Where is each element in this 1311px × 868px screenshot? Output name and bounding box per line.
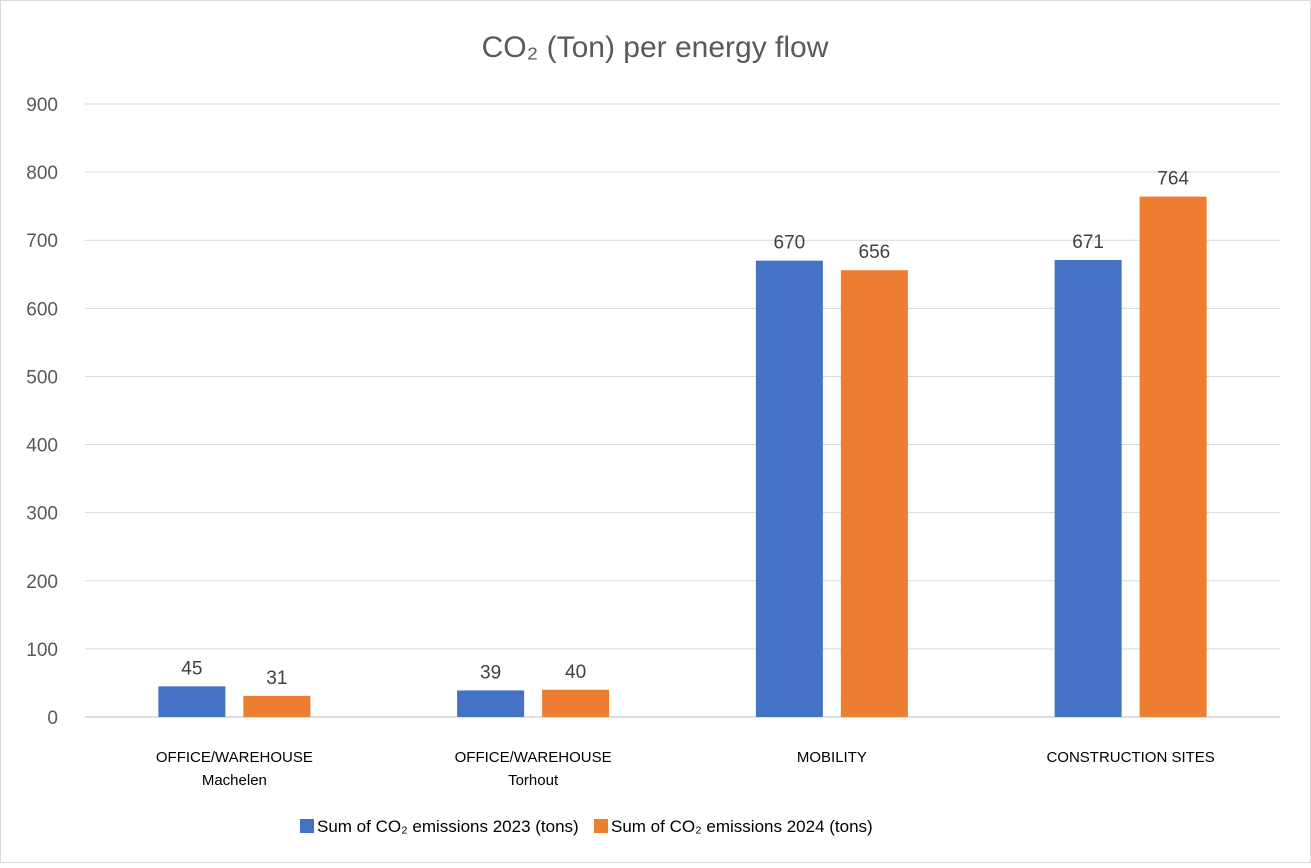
- x-tick-label: CONSTRUCTION SITES: [1046, 749, 1214, 766]
- x-tick-label: Torhout: [508, 772, 559, 789]
- y-axis-ticks: 0 100 200 300 400 500 600 700 800 900: [26, 95, 58, 729]
- data-label: 39: [480, 662, 501, 683]
- y-tick-label: 900: [26, 95, 58, 116]
- y-tick-label: 100: [26, 640, 58, 661]
- legend-swatch: [594, 819, 608, 833]
- legend: Sum of CO₂ emissions 2023 (tons) Sum of C…: [300, 817, 873, 836]
- bar: [840, 270, 908, 717]
- bar: [1139, 196, 1207, 717]
- bar: [243, 695, 311, 717]
- data-label: 670: [774, 233, 806, 254]
- data-label: 671: [1072, 232, 1104, 253]
- y-tick-label: 700: [26, 231, 58, 252]
- x-tick-label: Machelen: [202, 772, 267, 789]
- bar: [542, 689, 610, 717]
- bar: [158, 686, 226, 717]
- data-labels: 45 31 39 40 670 656 671 764: [181, 169, 1189, 689]
- data-label: 31: [266, 668, 287, 689]
- x-tick-label: MOBILITY: [797, 749, 867, 766]
- data-label: 40: [565, 662, 586, 683]
- y-tick-label: 400: [26, 436, 58, 457]
- y-tick-label: 800: [26, 163, 58, 184]
- data-label: 656: [859, 242, 891, 263]
- y-tick-label: 500: [26, 367, 58, 388]
- legend-label: Sum of CO₂ emissions 2023 (tons): [317, 817, 579, 836]
- data-label: 45: [181, 658, 202, 679]
- bar: [457, 690, 525, 717]
- legend-swatch: [300, 819, 314, 833]
- x-axis-ticks: OFFICE/WAREHOUSE Machelen OFFICE/WAREHOUSE…: [156, 749, 1215, 789]
- y-tick-label: 200: [26, 572, 58, 593]
- x-tick-label: OFFICE/WAREHOUSE: [455, 749, 612, 766]
- data-label: 764: [1157, 169, 1189, 190]
- y-tick-label: 300: [26, 504, 58, 525]
- bars: [158, 196, 1207, 717]
- chart-title: CO₂ (Ton) per energy flow: [482, 31, 829, 64]
- x-tick-label: OFFICE/WAREHOUSE: [156, 749, 313, 766]
- bar: [755, 260, 823, 717]
- y-tick-label: 600: [26, 299, 58, 320]
- bar: [1054, 259, 1122, 717]
- y-tick-label: 0: [47, 708, 58, 729]
- legend-label: Sum of CO₂ emissions 2024 (tons): [611, 817, 873, 836]
